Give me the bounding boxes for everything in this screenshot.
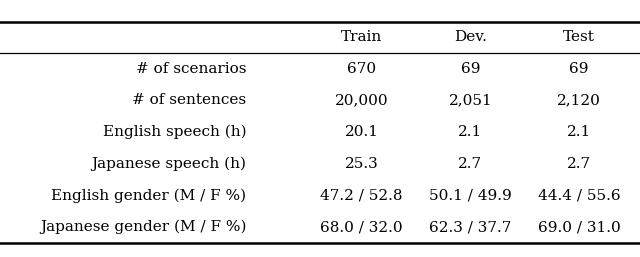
Text: Japanese speech (h): Japanese speech (h) <box>92 157 246 171</box>
Text: 69: 69 <box>461 61 480 76</box>
Text: Dev.: Dev. <box>454 30 487 44</box>
Text: 25.3: 25.3 <box>345 157 378 171</box>
Text: English gender (M / F %): English gender (M / F %) <box>51 188 246 203</box>
Text: Japanese gender (M / F %): Japanese gender (M / F %) <box>40 220 246 234</box>
Text: 69.0 / 31.0: 69.0 / 31.0 <box>538 220 621 234</box>
Text: 670: 670 <box>347 61 376 76</box>
Text: 2.1: 2.1 <box>567 125 591 139</box>
Text: 68.0 / 32.0: 68.0 / 32.0 <box>320 220 403 234</box>
Text: 2,120: 2,120 <box>557 93 601 107</box>
Text: 2.7: 2.7 <box>567 157 591 171</box>
Text: 47.2 / 52.8: 47.2 / 52.8 <box>321 188 403 202</box>
Text: 69: 69 <box>570 61 589 76</box>
Text: Train: Train <box>341 30 382 44</box>
Text: 50.1 / 49.9: 50.1 / 49.9 <box>429 188 512 202</box>
Text: 2.1: 2.1 <box>458 125 483 139</box>
Text: 20.1: 20.1 <box>344 125 379 139</box>
Text: 2,051: 2,051 <box>449 93 492 107</box>
Text: Test: Test <box>563 30 595 44</box>
Text: 62.3 / 37.7: 62.3 / 37.7 <box>429 220 511 234</box>
Text: # of sentences: # of sentences <box>132 93 246 107</box>
Text: 20,000: 20,000 <box>335 93 388 107</box>
Text: # of scenarios: # of scenarios <box>136 61 246 76</box>
Text: 44.4 / 55.6: 44.4 / 55.6 <box>538 188 621 202</box>
Text: 2.7: 2.7 <box>458 157 483 171</box>
Text: English speech (h): English speech (h) <box>103 125 246 139</box>
